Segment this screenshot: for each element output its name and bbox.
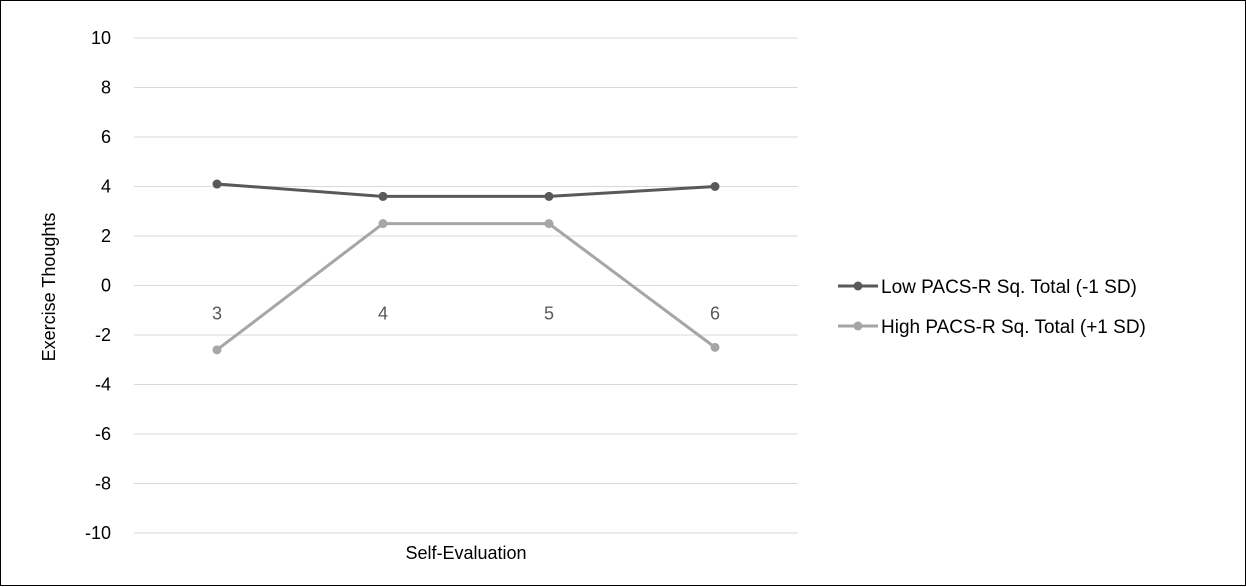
y-tick-label: -4 bbox=[95, 375, 111, 395]
y-tick-label: -8 bbox=[95, 474, 111, 494]
y-tick-label: -2 bbox=[95, 325, 111, 345]
legend-label: High PACS-R Sq. Total (+1 SD) bbox=[881, 317, 1146, 338]
legend-marker bbox=[853, 281, 863, 291]
legend-item: High PACS-R Sq. Total (+1 SD) bbox=[838, 317, 1146, 338]
data-point bbox=[378, 191, 388, 201]
gridlines bbox=[134, 37, 798, 534]
series-group bbox=[212, 179, 720, 201]
y-tick-label: -10 bbox=[85, 523, 111, 543]
y-tick-label: 2 bbox=[101, 226, 111, 246]
x-category-label: 5 bbox=[544, 304, 554, 324]
data-point bbox=[544, 219, 554, 229]
data-point bbox=[212, 345, 222, 355]
series-line bbox=[215, 222, 717, 352]
data-point bbox=[212, 179, 222, 189]
y-tick-label: 4 bbox=[101, 177, 111, 197]
data-point bbox=[544, 191, 554, 201]
y-tick-label: 10 bbox=[91, 28, 111, 48]
y-axis-title: Exercise Thoughts bbox=[39, 213, 59, 362]
y-tick-label: 8 bbox=[101, 78, 111, 98]
data-point bbox=[710, 182, 720, 191]
y-tick-labels: 10 8 6 4 2 0 -2 -4 -6 -8 -10 bbox=[85, 28, 111, 543]
series-lines bbox=[212, 179, 720, 355]
y-tick-label: -6 bbox=[95, 424, 111, 444]
legend-label: Low PACS-R Sq. Total (-1 SD) bbox=[881, 277, 1137, 298]
legend: Low PACS-R Sq. Total (-1 SD) High PACS-R … bbox=[838, 277, 1146, 338]
data-point bbox=[710, 342, 720, 352]
series-line bbox=[215, 182, 717, 198]
legend-marker bbox=[853, 321, 863, 331]
x-category-label: 3 bbox=[212, 304, 222, 324]
x-axis-title: Self-Evaluation bbox=[405, 543, 526, 563]
series-group bbox=[212, 219, 720, 355]
x-category-label: 6 bbox=[710, 304, 720, 324]
data-point bbox=[378, 219, 388, 229]
legend-item: Low PACS-R Sq. Total (-1 SD) bbox=[838, 277, 1137, 298]
y-tick-label: 0 bbox=[101, 276, 111, 296]
y-tick-label: 6 bbox=[101, 127, 111, 147]
x-category-label: 4 bbox=[378, 304, 388, 324]
x-category-labels: 3 4 5 6 bbox=[212, 304, 720, 324]
